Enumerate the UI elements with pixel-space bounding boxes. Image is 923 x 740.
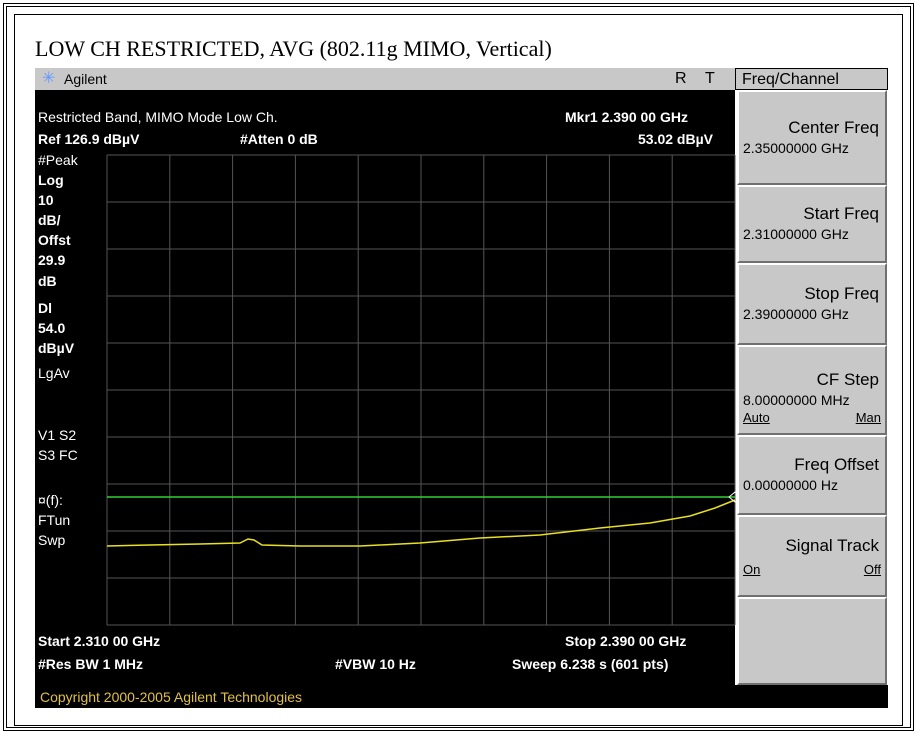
softkey-label: Center Freq [788,117,879,137]
softkey[interactable]: CF Step 8.00000000 MHz Auto Man [737,345,887,435]
side-label: dB/ [38,212,61,228]
softkey-option: Auto [743,410,770,425]
side-label: dBµV [38,340,75,356]
softkey-value: 0.00000000 Hz [743,477,838,493]
header-bar [35,68,735,90]
ref-level: Ref 126.9 dBµV [38,131,140,147]
softkey-label: Signal Track [785,536,879,555]
side-label: 10 [38,192,54,208]
trace [106,499,736,547]
softkey-value: 8.00000000 MHz [743,392,850,408]
res-bw: #Res BW 1 MHz [38,656,144,672]
softkey-value: 2.35000000 GHz [743,139,849,156]
logo-star: ✳ [42,70,56,87]
side-label: V1 S2 [38,427,77,443]
side-label: 54.0 [38,320,66,336]
start-freq: Start 2.310 00 GHz [38,633,161,649]
side-label: ¤(f): [38,492,63,508]
menu-title: Freq/Channel [735,68,888,90]
side-label: S3 FC [38,447,78,463]
softkey[interactable]: Start Freq 2.31000000 GHz [737,185,887,263]
softkey-label: CF Step [816,370,879,389]
sweep: Sweep 6.238 s (601 pts) [512,656,669,672]
softkey-option: Man [855,410,881,425]
softkey[interactable]: Center Freq 2.35000000 GHz [737,90,887,185]
side-label: Offst [38,232,71,248]
t-indicator: T [705,70,715,87]
softkey[interactable]: Signal Track On Off [737,515,887,597]
side-label: FTun [38,512,71,528]
page-title: LOW CH RESTRICTED, AVG (802.11g MIMO, Ve… [35,36,552,61]
side-label: Log [38,172,64,188]
side-label: Swp [38,532,66,548]
side-label: LgAv [38,365,70,381]
inner-frame [14,14,903,726]
status-bar [35,685,888,708]
softkey-empty [737,597,887,685]
outer-frame [3,3,914,731]
softkey-option: On [743,562,761,577]
softkey-label: Stop Freq [804,284,879,303]
brand: Agilent [64,71,107,87]
softkey-option: Off [863,562,881,577]
side-label: dB [38,273,57,289]
attenuation: #Atten 0 dB [240,131,318,147]
softkey-label: Freq Offset [794,455,879,474]
softkey[interactable]: Freq Offset 0.00000000 Hz [737,435,887,515]
r-indicator: R [675,70,687,87]
screen [35,90,735,685]
copyright: Copyright 2000-2005 Agilent Technologies [40,689,303,705]
softkey[interactable]: Stop Freq 2.39000000 GHz [737,263,887,345]
screen-title: Restricted Band, MIMO Mode Low Ch. [38,109,278,125]
softkey-value: 2.39000000 GHz [743,306,849,322]
side-label: Dl [38,300,52,316]
side-label: 29.9 [38,252,66,268]
stop-freq: Stop 2.390 00 GHz [565,633,687,649]
side-label: #Peak [38,152,78,168]
vbw: #VBW 10 Hz [335,656,416,672]
softkey-value: 2.31000000 GHz [743,226,849,242]
softkey-label: Start Freq [803,204,879,223]
marker-freq: Mkr1 2.390 00 GHz [565,109,688,125]
marker-value: 53.02 dBµV [638,131,713,147]
